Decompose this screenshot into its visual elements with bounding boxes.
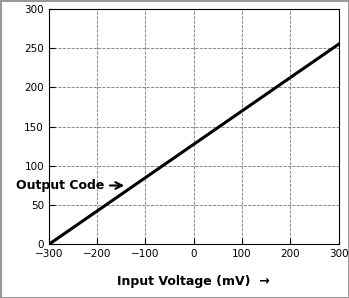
Text: Output Code: Output Code: [16, 179, 122, 192]
Text: Input Voltage (mV)  →: Input Voltage (mV) →: [117, 275, 270, 288]
